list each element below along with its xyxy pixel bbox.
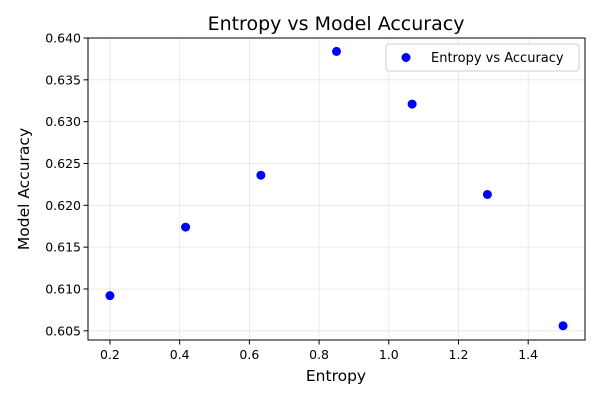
y-tick-label: 0.610 (45, 281, 81, 296)
plot-area-frame (87, 37, 586, 341)
legend-marker (401, 53, 411, 62)
x-tick-label: 0.6 (239, 347, 259, 362)
y-tick-label: 0.625 (45, 156, 81, 171)
data-point (407, 99, 417, 109)
chart-title: Entropy vs Model Accuracy (208, 13, 465, 35)
y-tick-label: 0.630 (45, 114, 81, 129)
x-tick-label: 1.2 (449, 347, 469, 362)
x-axis-label: Entropy (306, 367, 366, 385)
legend-box (385, 43, 580, 72)
data-point (105, 291, 115, 301)
x-tick-label: 1.0 (379, 347, 399, 362)
data-point (482, 189, 492, 199)
legend: Entropy vs Accuracy (385, 43, 580, 72)
x-tick-label: 0.4 (170, 347, 190, 362)
data-point (332, 46, 341, 56)
x-tick-label: 0.2 (100, 347, 120, 362)
x-tick-label: 1.4 (518, 347, 538, 362)
y-tick-label: 0.620 (45, 198, 81, 213)
grid-lines (88, 37, 585, 340)
x-tick-label: 0.8 (309, 347, 329, 362)
y-tick-label: 0.640 (45, 31, 81, 46)
data-points (105, 46, 568, 331)
data-point (181, 222, 191, 232)
y-axis: 0.605 0.610 0.615 0.620 0.625 0.630 0.635 0.640 (45, 31, 88, 338)
legend-label: Entropy vs Accuracy (431, 51, 564, 66)
x-axis: 0.2 0.4 0.6 0.8 1.0 1.2 1.4 (100, 340, 538, 362)
y-tick-label: 0.635 (45, 72, 81, 87)
y-axis-label: Model Accuracy (15, 128, 33, 250)
data-point (558, 321, 568, 331)
y-tick-label: 0.605 (45, 323, 81, 338)
data-point (256, 170, 266, 180)
y-tick-label: 0.615 (45, 240, 81, 255)
